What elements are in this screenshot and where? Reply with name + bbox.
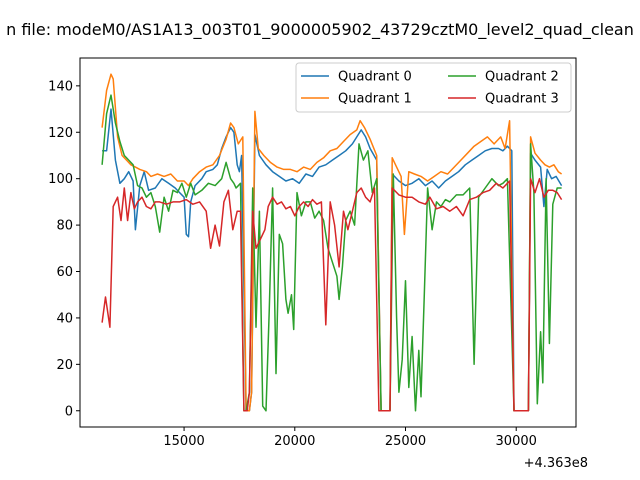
series-line-quadrant-1: [101, 73, 563, 412]
x-offset-text: +4.363e8: [524, 456, 588, 471]
y-tick-label: 100: [48, 172, 73, 187]
legend-label-quadrant-2: Quadrant 2: [485, 70, 559, 85]
series-line-quadrant-2: [101, 94, 562, 412]
y-tick-label: 80: [56, 219, 73, 234]
y-tick-label: 20: [56, 358, 73, 373]
series-layer: [101, 73, 563, 412]
x-axis: 15000 20000 25000 30000: [163, 427, 537, 449]
legend-label-quadrant-0: Quadrant 0: [338, 70, 412, 85]
y-axis: 0 20 40 60 80 100 120 140: [48, 79, 80, 419]
y-tick-label: 0: [65, 404, 73, 419]
x-tick-label: 25000: [385, 434, 426, 449]
y-tick-label: 140: [48, 79, 73, 94]
x-tick-label: 30000: [496, 434, 537, 449]
series-line-quadrant-3: [101, 177, 563, 412]
chart-title: n file: modeM0/AS1A13_003T01_9000005902_…: [6, 20, 634, 40]
y-tick-label: 40: [56, 311, 73, 326]
legend-box: [295, 62, 572, 113]
legend-label-quadrant-1: Quadrant 1: [338, 92, 412, 107]
y-tick-label: 60: [56, 265, 73, 280]
y-tick-label: 120: [48, 126, 73, 141]
axes-frame: [79, 57, 577, 428]
series-line-quadrant-0: [102, 108, 563, 412]
legend-label-quadrant-3: Quadrant 3: [485, 92, 559, 107]
x-tick-label: 15000: [163, 434, 204, 449]
legend: Quadrant 0 Quadrant 1 Quadrant 2 Quadrant 3: [295, 62, 572, 113]
x-tick-label: 20000: [274, 434, 315, 449]
